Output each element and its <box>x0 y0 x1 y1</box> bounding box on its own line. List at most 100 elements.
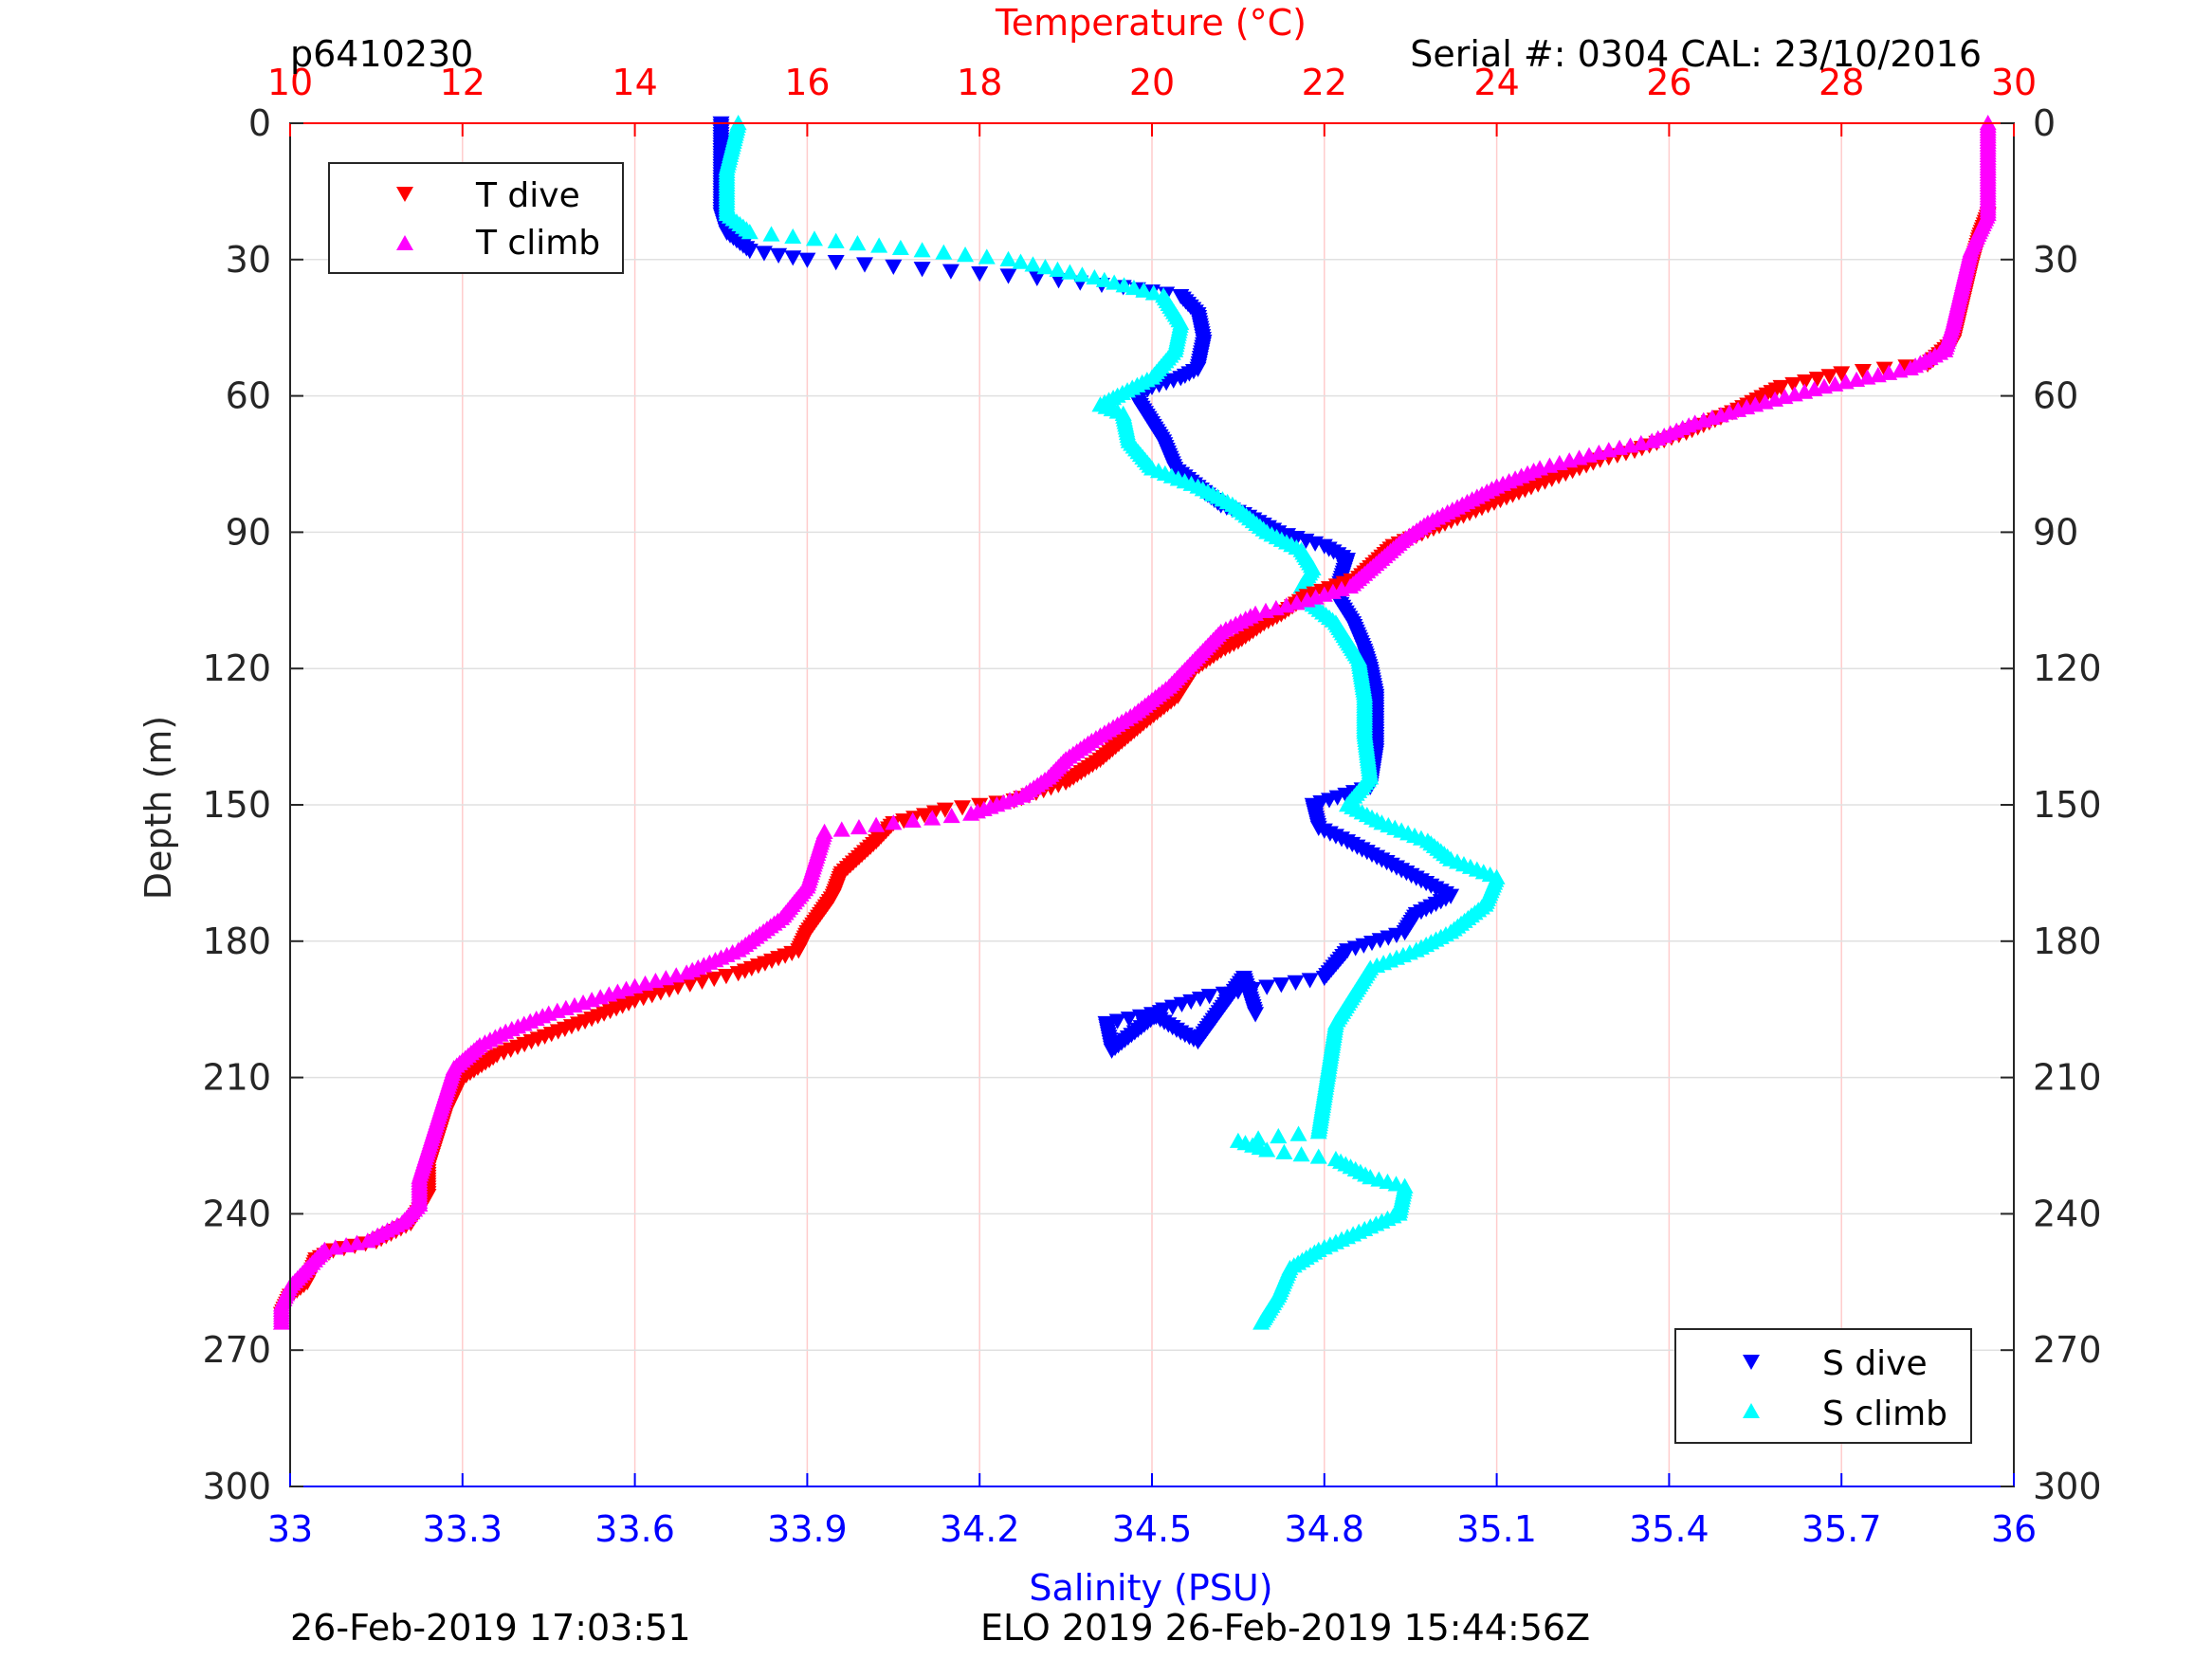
data-point <box>1024 256 1042 272</box>
data-point <box>913 242 931 258</box>
data-point <box>1120 1012 1138 1028</box>
data-point <box>913 262 931 278</box>
data-point <box>868 816 886 832</box>
data-point <box>1036 259 1054 275</box>
legend-t-climb-label: T climb <box>475 224 600 263</box>
depth-tick-label-left: 180 <box>202 921 271 962</box>
data-point <box>957 246 975 263</box>
data-point <box>1766 391 1784 407</box>
salinity-tick-label: 34.8 <box>1284 1508 1364 1550</box>
data-point <box>1298 592 1316 608</box>
data-point <box>1247 1007 1265 1023</box>
temperature-tick-label: 10 <box>267 62 313 103</box>
footer-mission: ELO 2019 26-Feb-2019 15:44:56Z <box>980 1607 1590 1649</box>
data-point <box>1267 599 1285 616</box>
data-point <box>805 230 823 246</box>
data-point <box>1580 447 1598 463</box>
data-point <box>1061 264 1079 280</box>
data-point <box>849 235 867 251</box>
data-point <box>870 237 888 253</box>
data-point <box>1289 1125 1307 1141</box>
data-point <box>1309 1148 1327 1164</box>
data-point <box>338 1236 356 1253</box>
legend-s-dive-marker <box>1743 1355 1760 1370</box>
salinity-tick-label: 33.6 <box>594 1508 675 1550</box>
depth-tick-label-left: 270 <box>202 1329 271 1371</box>
depth-axis-label: Depth (m) <box>137 716 179 901</box>
data-point <box>1049 261 1067 277</box>
data-point <box>1131 1009 1149 1025</box>
depth-tick-label-right: 240 <box>2033 1193 2102 1234</box>
depth-tick-label-right: 150 <box>2033 784 2102 826</box>
data-point <box>647 972 665 989</box>
serial-calibration: Serial #: 0304 CAL: 23/10/2016 <box>1410 33 1982 75</box>
data-point <box>1848 371 1866 388</box>
axis-layer: 10 12 14 16 18 20 22 24 26 28 30 33 33.3 33.6 33.9 34.2… <box>202 62 2101 1550</box>
data-point <box>999 268 1017 284</box>
temperature-tick-label: 22 <box>1302 62 1347 103</box>
data-point <box>1108 1013 1126 1030</box>
data-point <box>1315 970 1333 987</box>
data-point <box>1309 1123 1327 1139</box>
data-point <box>1776 388 1794 405</box>
legend-temperature-box <box>328 162 624 274</box>
data-point <box>770 247 788 264</box>
data-point <box>1256 602 1274 619</box>
data-point <box>1272 977 1290 994</box>
salinity-tick-label: 35.4 <box>1629 1508 1709 1550</box>
data-point <box>667 967 686 983</box>
data-point <box>850 818 868 835</box>
footer-timestamp: 26-Feb-2019 17:03:51 <box>290 1607 691 1649</box>
data-point <box>971 265 989 283</box>
temperature-tick-label: 28 <box>1819 62 1864 103</box>
data-point <box>1590 444 1608 461</box>
series-s-climb <box>718 115 1506 1330</box>
depth-tick-label-left: 30 <box>226 239 271 281</box>
data-point <box>1541 457 1559 473</box>
data-point <box>784 228 802 245</box>
data-point <box>1611 439 1629 455</box>
data-point <box>798 252 816 268</box>
data-point <box>827 232 845 248</box>
legend-s-climb-label: S climb <box>1822 1395 1947 1433</box>
legend-t-dive-label: T dive <box>475 176 580 215</box>
data-point <box>636 975 654 992</box>
data-point <box>1097 1015 1115 1032</box>
depth-tick-label-left: 300 <box>202 1466 271 1507</box>
data-point <box>904 811 922 828</box>
data-point <box>1756 393 1774 410</box>
data-point <box>755 246 773 262</box>
data-point <box>1124 279 1143 296</box>
data-point <box>1292 1146 1310 1162</box>
data-point <box>1805 380 1823 396</box>
legend-salinity-box <box>1674 1328 1972 1444</box>
data-point <box>1095 271 1113 287</box>
data-point <box>885 814 903 830</box>
temperature-axis-label: Temperature (°C) <box>995 2 1307 44</box>
legend-salinity: S dive S climb <box>1674 1328 1972 1444</box>
data-point <box>1901 359 1919 376</box>
temperature-tick-label: 12 <box>440 62 485 103</box>
depth-tick-label-left: 60 <box>226 375 271 417</box>
data-point <box>1796 383 1814 399</box>
legend-temperature: T dive T climb <box>328 162 624 274</box>
data-point <box>1837 374 1855 390</box>
depth-tick-label-left: 240 <box>202 1193 271 1234</box>
data-point <box>1570 449 1588 465</box>
data-point <box>1550 454 1568 471</box>
temperature-tick-label: 14 <box>612 62 657 103</box>
temperature-tick-label: 24 <box>1473 62 1519 103</box>
data-point <box>1561 452 1579 468</box>
data-point <box>1115 277 1133 293</box>
data-point <box>1144 284 1162 301</box>
temperature-tick-label: 30 <box>1991 62 2037 103</box>
salinity-tick-label: 33 <box>267 1508 313 1550</box>
depth-tick-label-right: 180 <box>2033 921 2102 962</box>
depth-tick-label-right: 210 <box>2033 1057 2102 1099</box>
data-point <box>1277 597 1295 613</box>
data-point <box>1816 378 1834 394</box>
legend-s-climb-marker <box>1743 1403 1760 1418</box>
grid-layer <box>290 123 2014 1486</box>
depth-tick-label-right: 0 <box>2033 102 2056 144</box>
